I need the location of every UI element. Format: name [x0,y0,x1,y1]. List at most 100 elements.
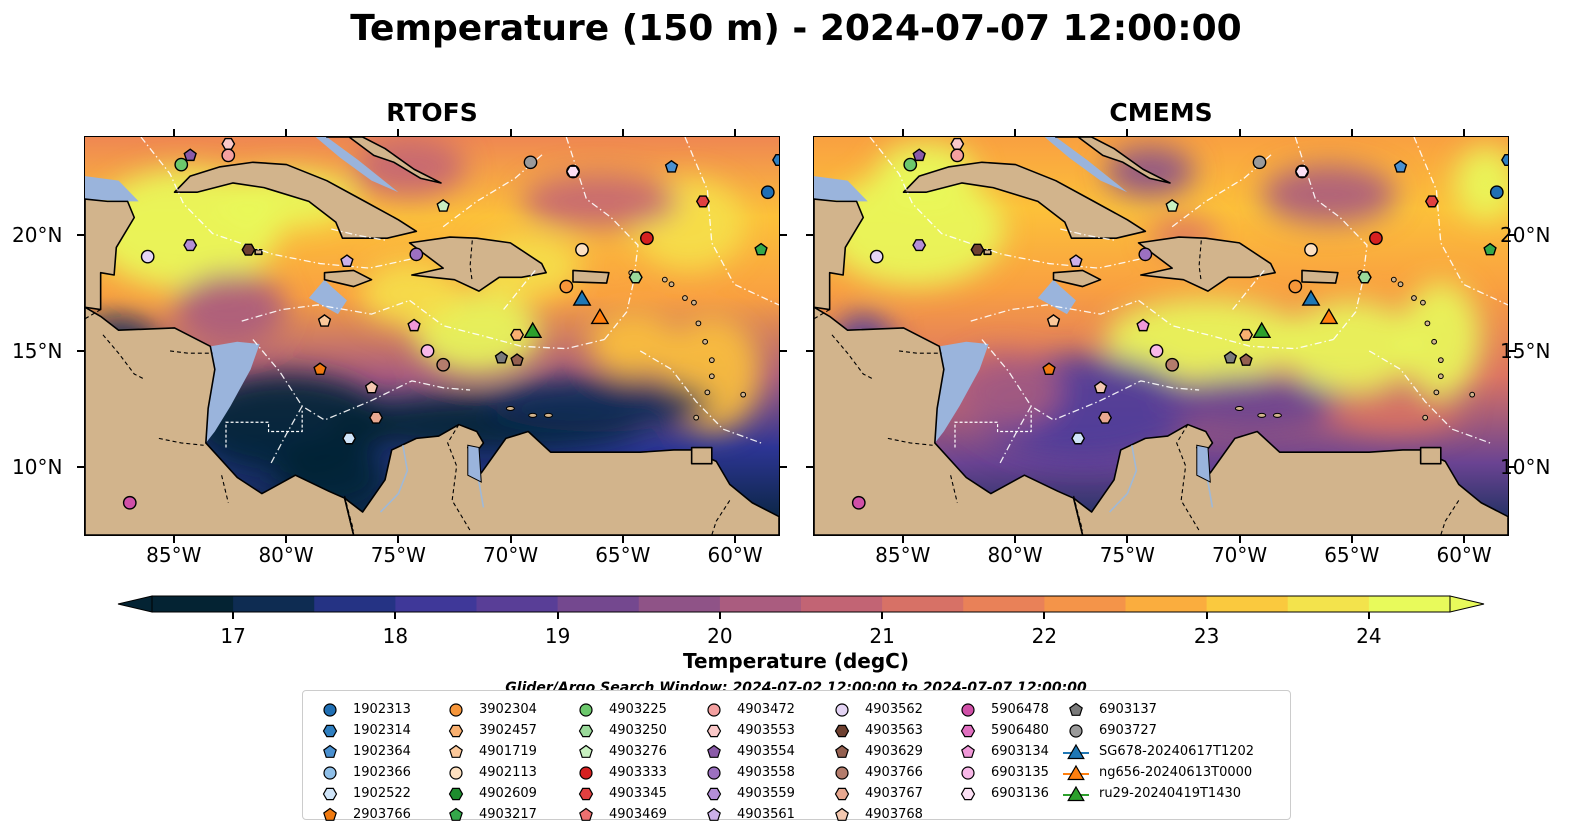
cmems-marker-6903135[interactable] [1149,344,1164,358]
legend-item-4903558[interactable]: 4903558 [701,762,795,783]
legend-item-1902366[interactable]: 1902366 [317,762,411,783]
rtofs-marker-4903768[interactable] [364,380,379,394]
rtofs-marker-6903135[interactable] [420,344,435,358]
legend-item-4903472[interactable]: 4903472 [701,699,795,720]
cmems-glider-SG678-20240617T1202[interactable] [1301,289,1321,306]
legend-item-4903563[interactable]: 4903563 [829,720,923,741]
legend-item-1902314[interactable]: 1902314 [317,720,411,741]
legend-item-ru29-20240419T1430[interactable]: ru29-20240419T1430 [1063,783,1254,804]
legend-item-4903217[interactable]: 4903217 [443,804,537,825]
legend-item-6903137[interactable]: 6903137 [1063,699,1254,720]
legend-item-4903562[interactable]: 4903562 [829,699,923,720]
cmems-marker-4903558[interactable] [1138,247,1153,262]
legend-item-SG678-20240617T1202[interactable]: SG678-20240617T1202 [1063,741,1254,762]
legend-item-4903345[interactable]: 4903345 [573,783,667,804]
cmems-marker-4903629[interactable] [1239,353,1253,366]
legend-item-3902457[interactable]: 3902457 [443,720,537,741]
legend-item-1902522[interactable]: 1902522 [317,783,411,804]
cmems-marker-6903134[interactable] [1136,318,1150,332]
rtofs-marker-4902113[interactable] [575,242,589,257]
legend-item-6903136[interactable]: 6903136 [955,783,1049,804]
legend-item-4902113[interactable]: 4902113 [443,762,537,783]
legend-item-6903134[interactable]: 6903134 [955,741,1049,762]
rtofs-marker-1902313[interactable] [760,185,775,200]
cmems-marker-4903250[interactable] [1357,271,1372,284]
rtofs-marker-4903472[interactable] [221,148,236,163]
rtofs-marker-1902314[interactable] [772,154,779,167]
rtofs-marker-3902304[interactable] [559,279,574,294]
cmems-marker-3902304[interactable] [1288,279,1303,294]
legend-item-6903135[interactable]: 6903135 [955,762,1049,783]
cmems-marker-1902313[interactable] [1489,185,1504,200]
cmems-marker-4903766[interactable] [1165,357,1180,372]
rtofs-marker-4903766[interactable] [436,357,451,372]
rtofs-marker-4901719[interactable] [317,314,332,327]
cmems-glider-ru29-20240419T1430[interactable] [1252,321,1272,338]
rtofs-marker-4903217[interactable] [754,242,768,256]
cmems-marker-3902457[interactable] [1239,328,1254,341]
cmems-marker-4903553[interactable] [950,137,965,150]
rtofs-marker-3902457[interactable] [510,328,525,341]
rtofs-marker-6903137[interactable] [494,350,509,364]
rtofs-marker-4903562[interactable] [140,249,155,264]
cmems-map[interactable] [813,136,1509,536]
cmems-marker-4903472[interactable] [950,148,965,163]
legend-item-4903250[interactable]: 4903250 [573,720,667,741]
rtofs-marker-6903136[interactable] [566,165,580,178]
rtofs-marker-4903276[interactable] [436,199,450,212]
rtofs-marker-5906478[interactable] [122,495,137,510]
cmems-marker-6903137[interactable] [1223,350,1238,364]
cmems-marker-4903768[interactable] [1093,380,1108,394]
rtofs-marker-1902522[interactable] [342,432,357,445]
cmems-marker-1902364[interactable] [1393,159,1408,173]
legend-item-4903768[interactable]: 4903768 [829,804,923,825]
rtofs-marker-4903558[interactable] [409,247,424,262]
rtofs-marker-6903134[interactable] [407,318,421,332]
rtofs-marker-4903563[interactable] [241,243,256,256]
rtofs-marker-4903559[interactable] [183,239,198,252]
rtofs-marker-4903554[interactable] [183,148,197,162]
rtofs-marker-4903225[interactable] [174,157,189,172]
cmems-marker-4903561[interactable] [1069,254,1083,267]
legend-item-6903727[interactable]: 6903727 [1063,720,1254,741]
cmems-marker-2903766[interactable] [1042,362,1056,376]
legend-item-4903225[interactable]: 4903225 [573,699,667,720]
legend-item-4903629[interactable]: 4903629 [829,741,923,762]
legend-item-4901719[interactable]: 4901719 [443,741,537,762]
legend-item-4903333[interactable]: 4903333 [573,762,667,783]
cmems-marker-4903554[interactable] [912,148,926,162]
legend-item-5906478[interactable]: 5906478 [955,699,1049,720]
cmems-marker-6903727[interactable] [1252,155,1267,170]
rtofs-marker-6903727[interactable] [523,155,538,170]
rtofs-marker-2903766[interactable] [313,362,327,376]
legend-item-1902364[interactable]: 1902364 [317,741,411,762]
legend-item-ng656-20240613T0000[interactable]: ng656-20240613T0000 [1063,762,1254,783]
cmems-marker-4903225[interactable] [903,157,918,172]
rtofs-marker-4903250[interactable] [628,271,643,284]
cmems-marker-4903217[interactable] [1483,242,1497,256]
rtofs-marker-4903345[interactable] [695,195,710,208]
legend-item-5906480[interactable]: 5906480 [955,720,1049,741]
cmems-marker-4902113[interactable] [1304,242,1318,257]
cmems-marker-4903563[interactable] [970,243,985,256]
cmems-marker-6903136[interactable] [1295,165,1309,178]
rtofs-glider-SG678-20240617T1202[interactable] [572,289,592,306]
rtofs-glider-ru29-20240419T1430[interactable] [523,321,543,338]
cmems-marker-4901719[interactable] [1046,314,1061,327]
cmems-marker-1902522[interactable] [1071,432,1086,445]
cmems-marker-1902314[interactable] [1501,154,1508,167]
rtofs-marker-4903629[interactable] [510,353,524,366]
legend-item-3902304[interactable]: 3902304 [443,699,537,720]
legend-item-4903559[interactable]: 4903559 [701,783,795,804]
legend-item-4903553[interactable]: 4903553 [701,720,795,741]
legend-item-1902313[interactable]: 1902313 [317,699,411,720]
rtofs-map[interactable] [84,136,780,536]
rtofs-marker-1902364[interactable] [664,159,679,173]
rtofs-marker-4903553[interactable] [221,137,236,150]
legend-item-4903767[interactable]: 4903767 [829,783,923,804]
cmems-marker-4903345[interactable] [1424,195,1439,208]
legend-item-4902609[interactable]: 4902609 [443,783,537,804]
legend-item-2903766[interactable]: 2903766 [317,804,411,825]
cmems-marker-4903767[interactable] [1098,411,1113,424]
legend-item-4903554[interactable]: 4903554 [701,741,795,762]
